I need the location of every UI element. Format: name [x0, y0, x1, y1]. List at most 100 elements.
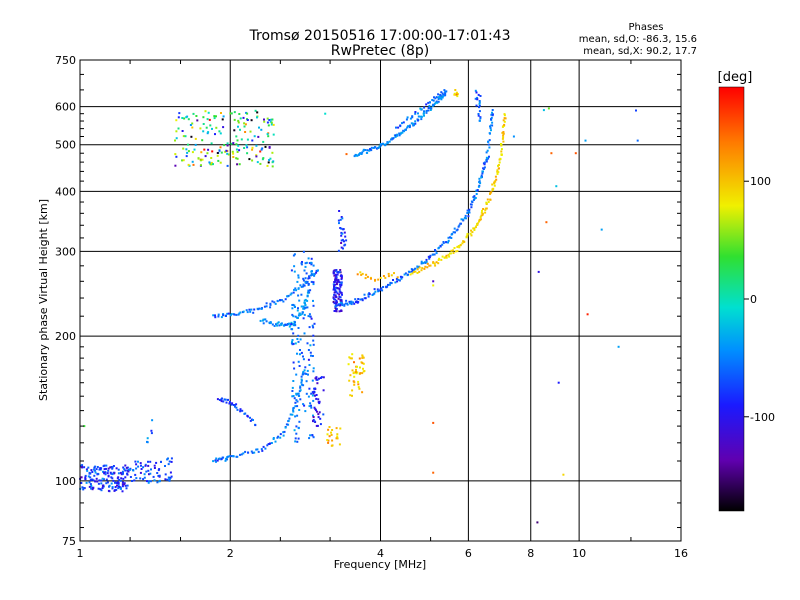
- data-point: [194, 137, 197, 140]
- data-point: [111, 486, 114, 488]
- data-point: [339, 301, 342, 304]
- data-point: [304, 304, 307, 307]
- data-point: [299, 349, 301, 351]
- data-point: [379, 143, 382, 145]
- data-point: [341, 238, 344, 241]
- data-point: [117, 483, 120, 486]
- data-point: [417, 112, 419, 115]
- data-point: [150, 429, 153, 432]
- data-point: [237, 121, 240, 124]
- data-point: [478, 110, 481, 113]
- data-point: [260, 307, 263, 310]
- data-point: [267, 124, 270, 127]
- data-point: [297, 274, 300, 277]
- data-point: [319, 417, 322, 420]
- data-point: [267, 443, 270, 445]
- data-point: [242, 310, 245, 313]
- data-point: [422, 262, 425, 265]
- data-point: [370, 277, 372, 280]
- data-point: [409, 273, 412, 276]
- data-point: [226, 142, 229, 145]
- data-point: [361, 355, 364, 358]
- data-point: [512, 135, 515, 138]
- data-point: [486, 198, 489, 201]
- data-point: [216, 398, 219, 401]
- data-point: [333, 274, 336, 277]
- data-point: [377, 278, 380, 281]
- data-point: [468, 211, 471, 214]
- data-point: [340, 246, 343, 249]
- data-point: [310, 272, 313, 275]
- data-point: [358, 387, 361, 390]
- data-point: [306, 291, 309, 294]
- data-point: [256, 448, 259, 451]
- data-point: [145, 470, 148, 473]
- data-point: [290, 321, 293, 324]
- data-point: [429, 101, 431, 104]
- data-point: [302, 317, 305, 320]
- data-point: [299, 314, 302, 316]
- colorbar-tick-label: 0: [750, 293, 757, 306]
- data-point: [222, 115, 225, 118]
- data-point: [248, 158, 251, 161]
- data-point: [266, 121, 269, 124]
- data-point: [340, 242, 343, 244]
- data-point: [487, 201, 490, 203]
- data-point: [586, 313, 589, 316]
- data-point: [485, 158, 488, 161]
- data-point: [315, 409, 317, 412]
- data-point: [298, 299, 301, 302]
- data-point: [369, 148, 372, 150]
- data-point: [351, 394, 353, 397]
- data-point: [225, 401, 228, 404]
- data-point: [153, 479, 156, 482]
- data-point: [435, 100, 438, 103]
- data-point: [219, 161, 222, 164]
- data-point: [398, 279, 401, 282]
- data-point: [497, 171, 500, 174]
- data-point: [87, 475, 90, 478]
- data-point: [112, 465, 115, 467]
- data-point: [105, 478, 108, 481]
- data-point: [126, 484, 129, 487]
- data-point: [336, 437, 339, 440]
- data-point: [307, 349, 310, 351]
- data-point: [489, 127, 492, 130]
- data-point: [181, 130, 184, 132]
- data-point: [473, 229, 476, 231]
- data-point: [292, 406, 295, 409]
- data-point: [433, 262, 436, 265]
- data-point: [80, 466, 83, 469]
- data-point: [169, 471, 172, 474]
- data-point: [287, 323, 289, 325]
- data-point: [300, 293, 303, 296]
- data-point: [89, 476, 92, 479]
- data-point: [123, 482, 126, 485]
- data-point: [302, 355, 304, 358]
- data-point: [504, 117, 507, 120]
- data-point: [308, 364, 311, 366]
- data-point: [230, 112, 233, 115]
- data-point: [97, 487, 100, 490]
- data-point: [310, 261, 313, 264]
- data-point: [338, 295, 341, 298]
- data-point: [233, 313, 236, 316]
- data-point: [226, 144, 229, 147]
- data-point: [333, 298, 336, 301]
- data-point: [129, 476, 132, 478]
- data-point: [310, 317, 313, 320]
- data-point: [547, 107, 550, 110]
- data-point: [302, 307, 305, 310]
- data-point: [374, 290, 377, 293]
- data-point: [339, 291, 342, 294]
- data-point: [202, 130, 205, 133]
- data-point: [295, 432, 298, 435]
- data-point: [221, 397, 223, 400]
- data-point: [262, 140, 265, 143]
- data-point: [290, 323, 293, 325]
- data-point: [490, 116, 493, 119]
- data-point: [215, 460, 217, 463]
- data-point: [111, 487, 114, 490]
- data-point: [410, 270, 413, 273]
- data-point: [127, 470, 130, 473]
